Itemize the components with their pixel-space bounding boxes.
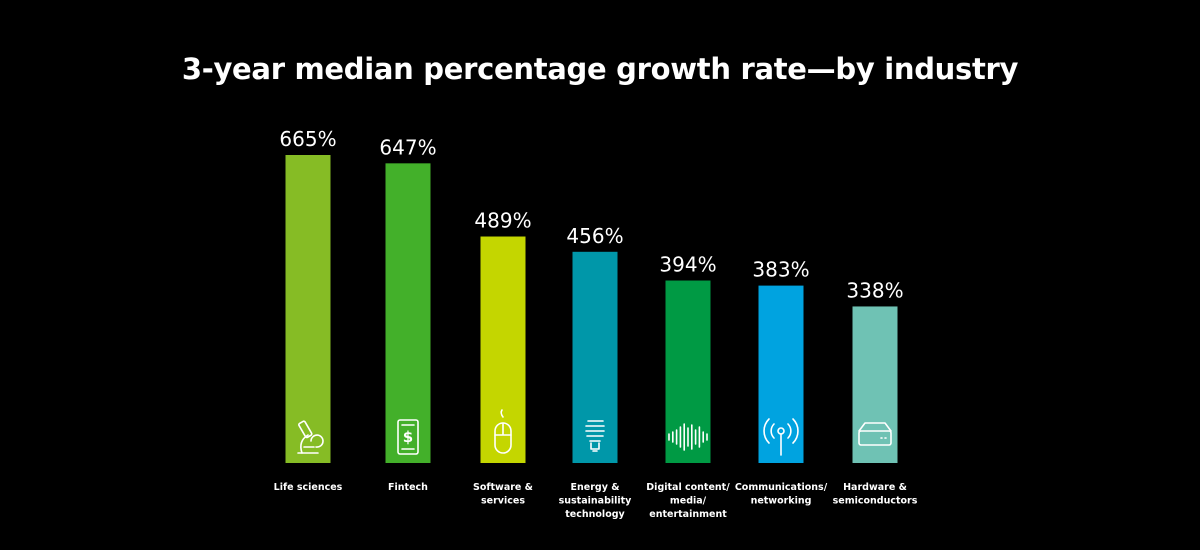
value-label-4: 456% [566, 224, 623, 248]
category-label-5: Digital content/media/entertainment [646, 482, 730, 520]
mobile-payment-icon: $ [397, 419, 419, 455]
chart-title: 3-year median percentage growth rate—by … [181, 52, 1019, 86]
computer-mouse-icon [494, 409, 512, 454]
microscope-icon [297, 420, 324, 454]
value-label-1: 665% [279, 127, 336, 151]
value-label-7: 338% [846, 278, 903, 302]
category-label-2: Fintech [388, 482, 428, 493]
category-label-3: Software & services [473, 482, 533, 507]
category-label-4: Energy & sustainability technology [559, 482, 633, 520]
svg-text:$: $ [403, 428, 413, 446]
bar-7 [852, 306, 898, 463]
sound-wave-icon [668, 423, 708, 451]
value-label-3: 489% [474, 209, 531, 233]
value-label-6: 383% [752, 258, 809, 282]
light-bulb-icon [585, 420, 605, 452]
value-label-2: 647% [379, 135, 436, 159]
category-label-1: Life sciences [274, 482, 343, 493]
category-label-7: Hardware & semiconductors [833, 482, 918, 507]
value-label-5: 394% [659, 253, 716, 277]
bar-4 [572, 251, 618, 463]
antenna-icon [763, 418, 799, 456]
bar-2 [385, 163, 431, 463]
category-label-6: Communications/networking [735, 482, 828, 507]
bar-1 [285, 155, 331, 463]
hard-drive-icon [858, 422, 892, 446]
